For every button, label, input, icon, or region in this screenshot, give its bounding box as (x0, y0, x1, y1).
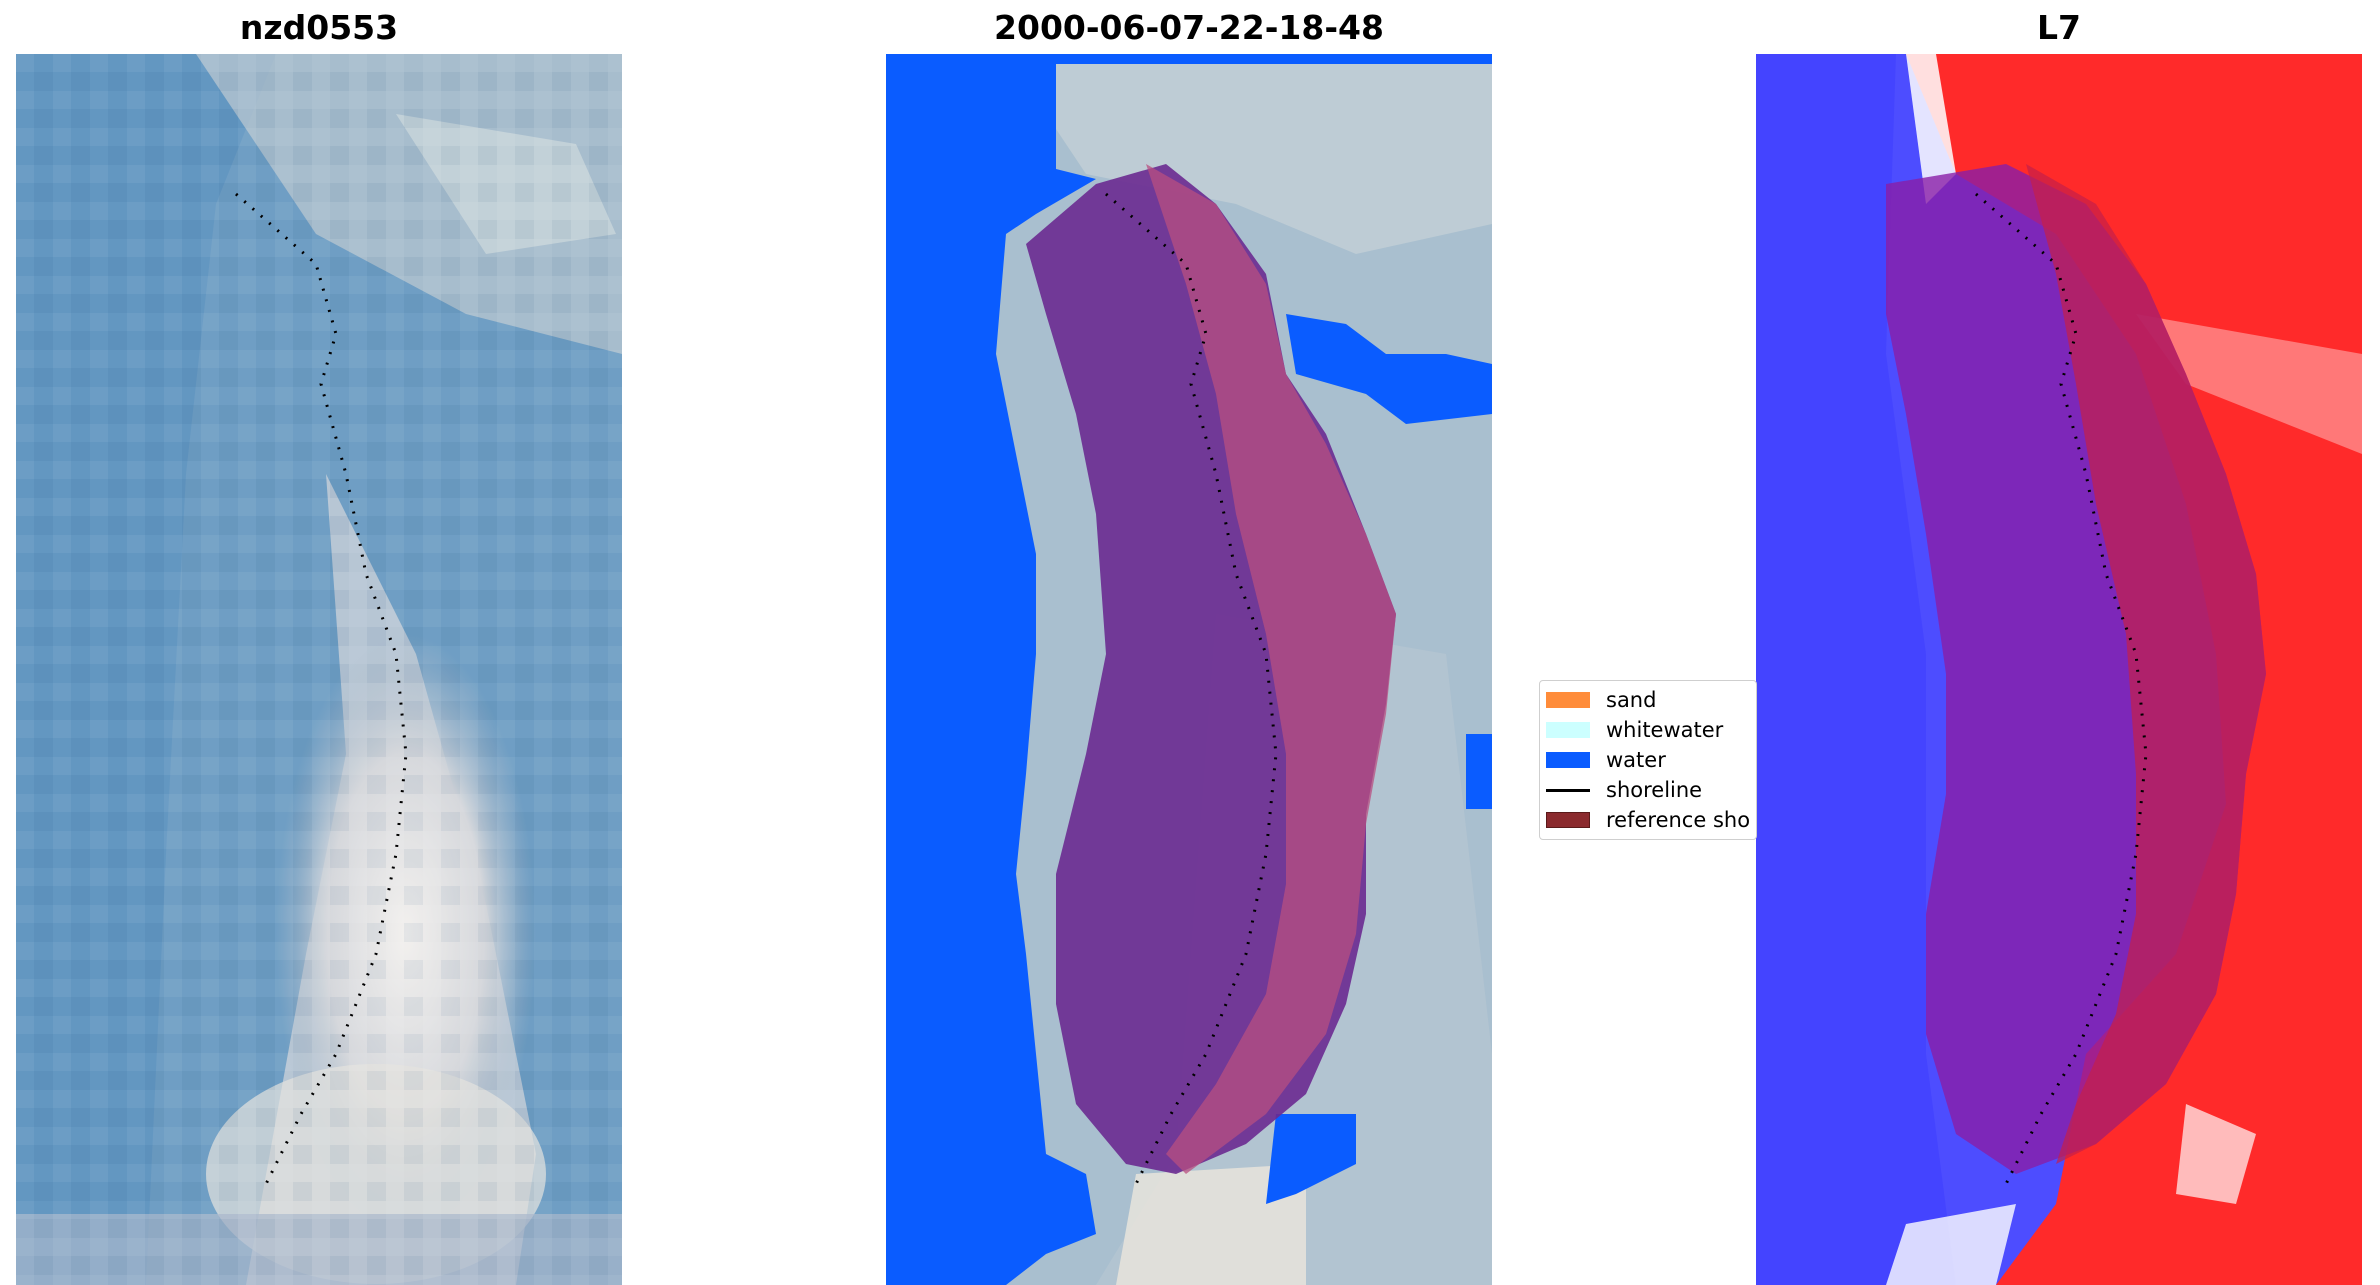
legend-label: shoreline (1606, 778, 1703, 802)
legend-item-shoreline: shoreline (1546, 775, 1702, 805)
panel-title-classified: 2000-06-07-22-18-48 (994, 8, 1384, 47)
sand-swatch (1546, 692, 1590, 708)
legend-label: water (1606, 748, 1666, 772)
water-swatch (1546, 752, 1590, 768)
legend-label: reference sho (1606, 808, 1751, 832)
index-image-panel (1756, 54, 2362, 1285)
legend-item-water: water (1546, 745, 1666, 775)
classified-image-panel (886, 54, 1492, 1285)
panel-title-index: L7 (2037, 8, 2081, 47)
water-class-region (886, 54, 1492, 1285)
legend-label: whitewater (1606, 718, 1724, 742)
reference-shoreline-swatch (1546, 812, 1590, 828)
shoreline-line-swatch (1546, 788, 1590, 792)
legend-label: sand (1606, 688, 1657, 712)
whitewater-swatch (1546, 722, 1590, 738)
legend-item-whitewater: whitewater (1546, 715, 1723, 745)
panel-title-rgb: nzd0553 (239, 8, 399, 47)
legend-item-sand: sand (1546, 685, 1656, 715)
rgb-image-panel (16, 54, 622, 1285)
legend: sand whitewater water shoreline referenc… (1539, 680, 1757, 840)
legend-item-reference-shoreline: reference sho (1546, 805, 1750, 835)
